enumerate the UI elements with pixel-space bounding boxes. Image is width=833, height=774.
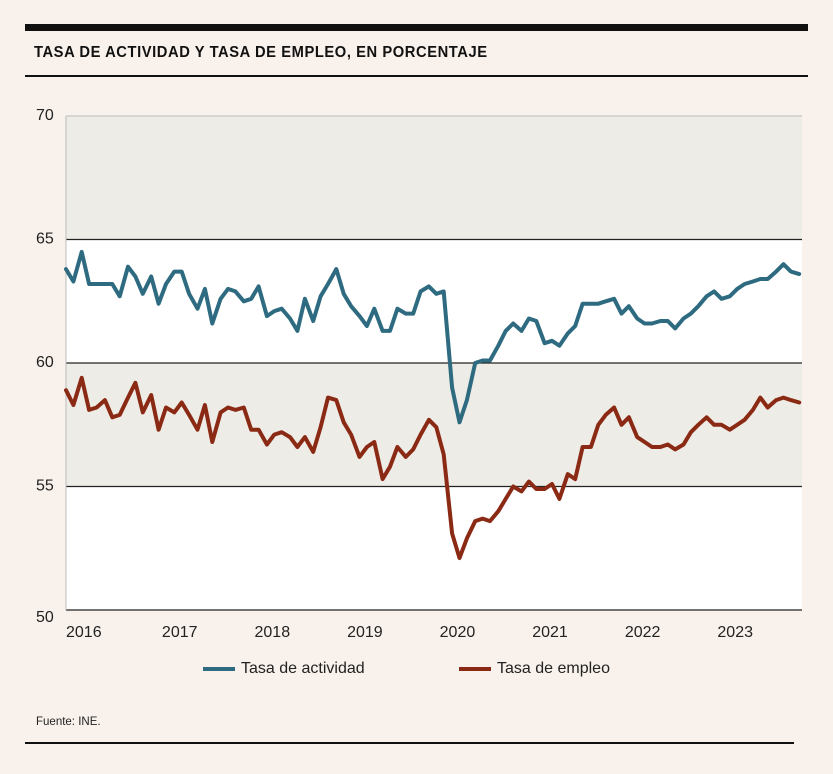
x-tick-2016: 2016 [66, 624, 102, 641]
y-tick-60: 60 [36, 354, 54, 371]
x-tick-2020: 2020 [440, 624, 476, 641]
bottom-rule [25, 742, 794, 744]
band-white-0 [66, 239, 802, 363]
x-axis-labels: 2016 2017 2018 2019 2020 2021 2022 2023 [66, 624, 753, 641]
band-white-1 [66, 486, 802, 610]
legend-swatch-actividad [203, 667, 235, 671]
band-0 [66, 116, 802, 240]
legend-item-empleo: Tasa de empleo [459, 660, 610, 678]
series-line-actividad [64, 249, 802, 425]
background-bands [66, 116, 802, 610]
series-line-empleo [64, 375, 802, 561]
x-tick-2018: 2018 [255, 624, 291, 641]
x-tick-2021: 2021 [532, 624, 568, 641]
chart-title: TASA DE ACTIVIDAD Y TASA DE EMPLEO, EN P… [34, 44, 488, 61]
y-tick-55: 55 [36, 478, 54, 495]
x-tick-2023: 2023 [717, 624, 753, 641]
source-note: Fuente: INE. [36, 716, 101, 728]
gridlines [65, 115, 802, 611]
legend-label-empleo: Tasa de empleo [497, 660, 610, 677]
legend-label-actividad: Tasa de actividad [241, 660, 365, 677]
legend-item-actividad: Tasa de actividad [203, 660, 365, 678]
x-tick-2019: 2019 [347, 624, 383, 641]
series-lines [64, 249, 802, 561]
y-tick-50: 50 [36, 609, 54, 626]
top-rule [25, 24, 808, 31]
x-tick-2017: 2017 [162, 624, 198, 641]
title-rule [25, 75, 808, 77]
y-tick-65: 65 [36, 231, 54, 248]
y-tick-70: 70 [36, 107, 54, 124]
y-axis-labels: 70 65 60 55 50 [36, 107, 54, 626]
legend-swatch-empleo [459, 667, 491, 671]
x-tick-2022: 2022 [625, 624, 661, 641]
